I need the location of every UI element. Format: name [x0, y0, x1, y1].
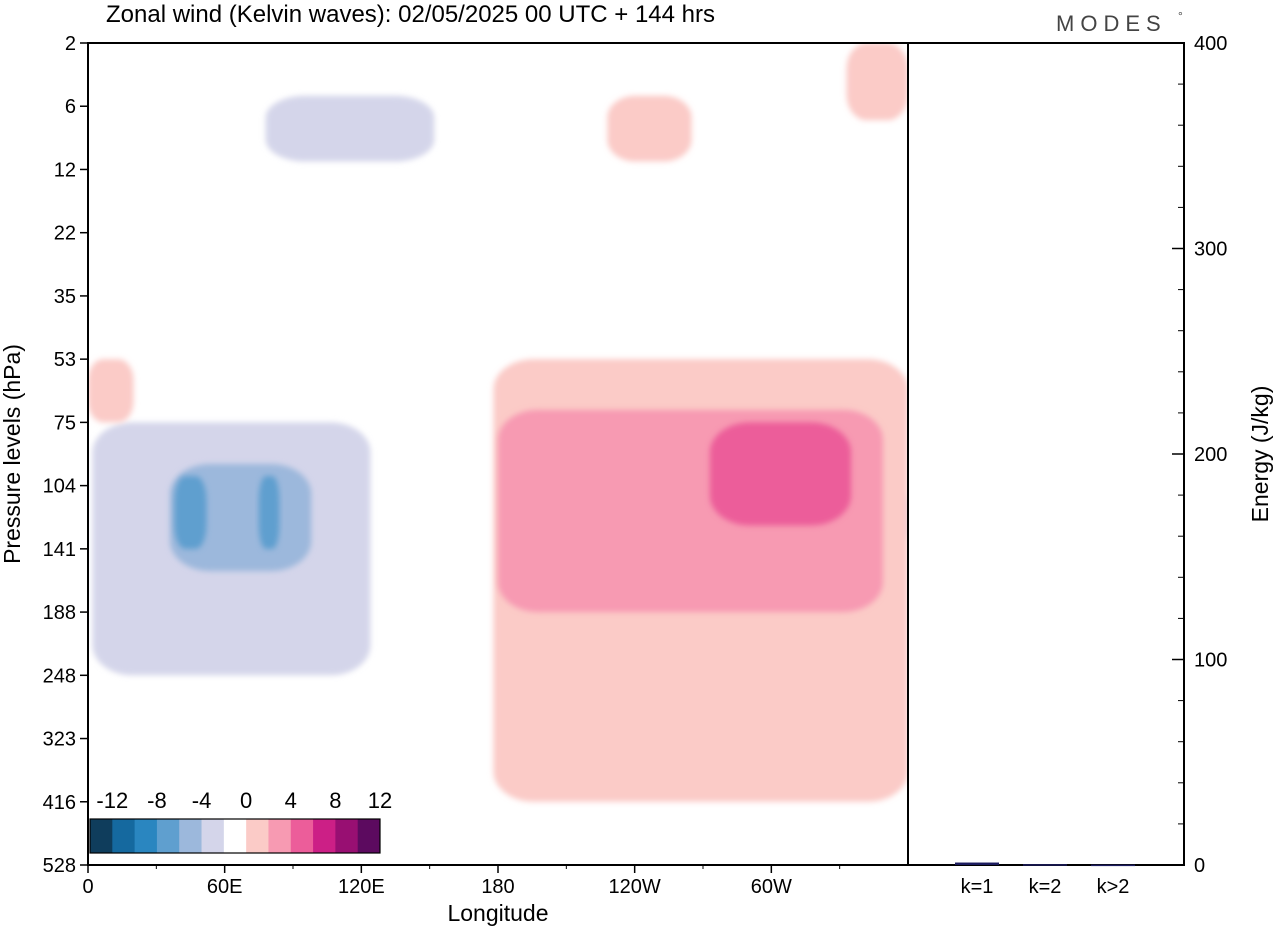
- contour-region-positive: [88, 359, 134, 423]
- energy-bars: [955, 862, 1135, 867]
- energy-bar: [1091, 864, 1135, 867]
- energy-axis-label: Energy (J/kg): [1247, 386, 1273, 523]
- contour-region-positive: [709, 422, 852, 526]
- y-axis: 2 6 12 22 35 53 75 104 141 188 248 323 416 528: [43, 33, 88, 877]
- y-tick-label: 323: [43, 729, 76, 751]
- colorbar-cell: [268, 819, 292, 853]
- x-tick-label: 120E: [338, 876, 385, 898]
- colorbar-label: 4: [285, 788, 297, 813]
- y-tick-label: 248: [43, 665, 76, 687]
- contour-region-negative: [258, 476, 280, 549]
- colorbar-cell: [134, 819, 158, 853]
- energy-tick-label: 300: [1194, 239, 1227, 261]
- x-axis-label: Longitude: [447, 900, 548, 926]
- energy-bar: [955, 862, 999, 865]
- colorbar-label: -4: [192, 788, 212, 813]
- contour-regions: [88, 43, 908, 802]
- modes-logo-text: MODES: [1056, 11, 1167, 36]
- colorbar-label: -12: [96, 788, 128, 813]
- energy-category-label: k=2: [1029, 876, 1062, 898]
- energy-tick-label: 400: [1194, 33, 1227, 55]
- contour-region-negative: [174, 476, 207, 549]
- colorbar-cell: [246, 819, 269, 853]
- energy-tick-label: 0: [1194, 855, 1205, 877]
- energy-x-axis: k=1 k=2 k>2: [961, 876, 1130, 898]
- y-tick-label: 53: [54, 349, 76, 371]
- x-tick-label: 120W: [609, 876, 661, 898]
- energy-tick-label: 200: [1194, 444, 1227, 466]
- y-tick-label: 35: [54, 286, 76, 308]
- colorbar-cell: [156, 819, 180, 853]
- energy-tick-label: 100: [1194, 650, 1227, 672]
- colorbar-cell: [357, 819, 381, 853]
- x-tick-label: 60W: [751, 876, 792, 898]
- colorbar-label: -8: [147, 788, 167, 813]
- y-tick-label: 12: [54, 159, 76, 181]
- x-axis: 0 60E 120E 180 120W 60W: [82, 865, 841, 898]
- modes-logo: MODES °: [1056, 9, 1183, 36]
- x-tick-label: 0: [82, 876, 93, 898]
- x-tick-label: 60E: [207, 876, 243, 898]
- y-tick-label: 141: [43, 539, 76, 561]
- colorbar-cell: [290, 819, 314, 853]
- colorbar-cell: [90, 819, 113, 853]
- colorbar-cell: [223, 819, 247, 853]
- energy-category-label: k>2: [1097, 876, 1130, 898]
- y-tick-label: 6: [65, 96, 76, 118]
- colorbar-cells: [90, 819, 381, 853]
- modes-logo-mark: °: [1178, 9, 1183, 23]
- colorbar-cell: [201, 819, 225, 853]
- colorbar-labels: -12 -8 -4 0 4 8 12: [96, 788, 392, 813]
- energy-category-label: k=1: [961, 876, 994, 898]
- y-tick-label: 104: [43, 476, 76, 498]
- x-tick-label: 180: [481, 876, 514, 898]
- energy-y-axis: 0 100 200 300 400: [1172, 33, 1227, 877]
- y-axis-label: Pressure levels (hPa): [0, 344, 25, 564]
- colorbar-cell: [313, 819, 336, 853]
- y-tick-label: 416: [43, 792, 76, 814]
- y-tick-label: 75: [54, 412, 76, 434]
- y-tick-label: 188: [43, 602, 76, 624]
- y-tick-label: 2: [65, 33, 76, 55]
- colorbar: -12 -8 -4 0 4 8 12: [89, 788, 392, 854]
- colorbar-cell: [179, 819, 203, 853]
- colorbar-frame: [89, 818, 381, 854]
- colorbar-label: 8: [329, 788, 341, 813]
- energy-frame: [907, 42, 1185, 866]
- y-tick-label: 528: [43, 855, 76, 877]
- heatmap-plot: 0 60E 120E 180 120W 60W 2 6 12 22 35 53 75 104 141 188…: [43, 33, 909, 898]
- contour-region-negative: [265, 95, 435, 162]
- y-tick-label: 22: [54, 223, 76, 245]
- contour-region-positive: [846, 43, 908, 121]
- contour-region-positive: [607, 95, 692, 162]
- chart-title: Zonal wind (Kelvin waves): 02/05/2025 00…: [106, 1, 715, 28]
- colorbar-label: 12: [368, 788, 392, 813]
- colorbar-cell: [335, 819, 359, 853]
- energy-bar: [1023, 864, 1067, 866]
- colorbar-cell: [112, 819, 136, 853]
- energy-plot: 0 100 200 300 400 k=1 k=2 k>2: [907, 33, 1227, 898]
- colorbar-label: 0: [240, 788, 252, 813]
